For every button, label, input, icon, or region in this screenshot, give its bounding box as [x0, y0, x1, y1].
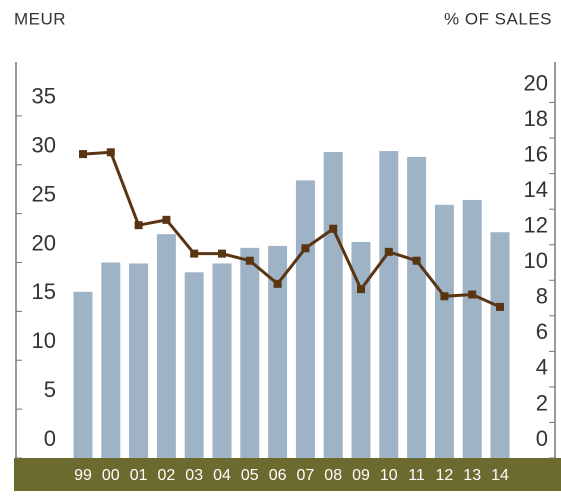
category-band: [14, 458, 561, 491]
bar: [351, 241, 371, 458]
y2-tick-label: 18: [524, 106, 548, 131]
y-axis-title: MEUR: [14, 9, 66, 28]
x-tick-label: 08: [324, 467, 342, 484]
bar: [101, 262, 121, 458]
y-tick-label: 30: [32, 133, 56, 158]
x-tick-label: 02: [158, 467, 176, 484]
x-tick-label: 05: [241, 467, 259, 484]
x-tick-label: 01: [130, 467, 148, 484]
x-tick-label: 07: [297, 467, 315, 484]
line-marker: [245, 256, 254, 265]
bar: [268, 245, 288, 458]
line-marker: [384, 247, 393, 256]
x-tick-label: 11: [408, 467, 425, 484]
x-tick-label: 04: [213, 467, 231, 484]
line-marker: [134, 221, 143, 230]
x-tick-label: 99: [74, 467, 92, 484]
x-tick-label: 00: [102, 467, 120, 484]
line-marker: [301, 244, 310, 253]
line-marker: [496, 302, 504, 311]
y-tick-label: 20: [32, 230, 56, 255]
bar: [295, 180, 315, 458]
line-marker: [357, 285, 365, 294]
bar: [462, 199, 482, 458]
y2-tick-label: 8: [536, 284, 548, 309]
y2-axis-title: % OF SALES: [444, 9, 552, 28]
bar: [407, 156, 427, 458]
y-tick-label: 0: [44, 426, 56, 451]
bar: [129, 263, 149, 458]
y-tick-label: 35: [32, 84, 56, 109]
line-marker: [162, 215, 171, 224]
bar: [184, 272, 204, 458]
y2-tick-label: 12: [524, 213, 548, 238]
bar: [73, 291, 93, 458]
y-tick-label: 15: [32, 279, 56, 304]
line-marker: [106, 148, 115, 157]
bar: [156, 234, 176, 458]
y2-tick-label: 14: [524, 177, 548, 202]
line: [82, 150, 501, 309]
bar: [379, 151, 399, 458]
bar: [240, 247, 260, 458]
line-marker: [440, 292, 449, 301]
y2-tick-label: 0: [536, 426, 548, 451]
x-tick-label: 14: [491, 467, 509, 484]
x-tick-label: 12: [436, 467, 454, 484]
x-tick-label: 03: [185, 467, 203, 484]
line-marker: [468, 290, 477, 299]
x-tick-label: 06: [269, 467, 287, 484]
y2-tick-label: 4: [536, 355, 548, 380]
line-marker: [273, 279, 282, 288]
line-marker: [329, 224, 338, 233]
x-tick-label: 13: [463, 467, 481, 484]
y-tick-label: 25: [32, 181, 56, 206]
bar: [490, 232, 510, 458]
y-tick-label: 10: [32, 328, 56, 353]
y2-tick-label: 20: [524, 70, 548, 95]
bar: [323, 152, 343, 459]
y2-tick-label: 6: [536, 319, 548, 344]
x-tick-label: 09: [352, 467, 370, 484]
line-marker: [412, 256, 421, 265]
y2-tick-label: 10: [524, 248, 548, 273]
bar: [434, 204, 454, 458]
y2-tick-label: 2: [536, 390, 548, 415]
y2-tick-label: 16: [524, 141, 548, 166]
bar: [212, 263, 232, 458]
line-marker: [79, 150, 87, 159]
x-tick-label: 10: [380, 467, 398, 484]
line-marker: [190, 249, 199, 258]
y-tick-label: 5: [44, 377, 56, 402]
line-marker: [218, 249, 226, 258]
